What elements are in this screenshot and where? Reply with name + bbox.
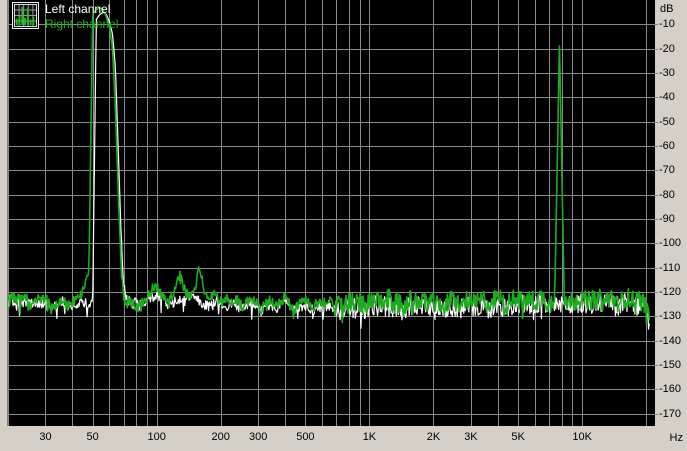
x-tick-label: 500 [296, 431, 315, 443]
x-tick-label: 2K [426, 431, 441, 443]
x-tick-label: 5K [511, 431, 525, 443]
y-tick-mark [655, 49, 658, 50]
x-tick-label: 1K [362, 431, 377, 443]
y-tick-mark [655, 316, 658, 317]
y-tick-mark [655, 414, 658, 415]
spectrum-graph-icon-art [13, 3, 37, 27]
x-tick-label: 50 [86, 431, 99, 443]
y-tick-label: -120 [659, 286, 682, 298]
spectrum-plot[interactable]: Left channel Right channel [8, 0, 655, 426]
y-tick-mark [655, 389, 658, 390]
x-tick-label: 200 [211, 431, 230, 443]
y-tick-label: -50 [659, 116, 675, 128]
y-tick-label: -20 [659, 43, 675, 55]
y-tick-label: -40 [659, 91, 675, 103]
y-tick-mark [655, 219, 658, 220]
y-tick-label: -110 [659, 262, 681, 274]
y-tick-mark [655, 97, 658, 98]
x-tick-label: 30 [39, 431, 52, 443]
y-tick-label: -100 [659, 237, 682, 249]
y-tick-mark [655, 73, 658, 74]
legend-item-right-channel: Right channel [45, 17, 119, 31]
plot-left-bevel [0, 0, 8, 426]
y-tick-mark [655, 24, 658, 25]
x-tick-label: 3K [464, 431, 478, 443]
y-tick-label: -170 [659, 408, 682, 420]
y-tick-label: -80 [659, 189, 675, 201]
x-axis-unit-label: Hz [669, 432, 683, 444]
y-tick-label: -70 [659, 164, 675, 176]
x-axis: Hz 30 50 100 200 300 500 1K 2K 3K 5K 10K [0, 426, 687, 451]
y-tick-mark [655, 243, 658, 244]
x-tick-label: 300 [249, 431, 268, 443]
trace-left-channel [8, 11, 650, 330]
y-tick-mark [655, 341, 658, 342]
y-tick-label: -140 [659, 335, 682, 347]
y-tick-mark [655, 146, 658, 147]
y-tick-mark [655, 122, 658, 123]
y-tick-label: -30 [659, 67, 675, 79]
y-tick-label: -130 [659, 310, 682, 322]
y-tick-label: -60 [659, 140, 675, 152]
y-tick-mark [655, 268, 658, 269]
trace-right-channel [8, 6, 651, 325]
y-axis-unit-label: dB [660, 3, 674, 15]
y-tick-mark [655, 170, 658, 171]
y-tick-label: -150 [659, 359, 682, 371]
y-tick-label: -160 [659, 383, 682, 395]
spectrum-graph-icon[interactable] [12, 2, 39, 29]
spectrum-traces [8, 6, 651, 330]
legend: Left channel Right channel [12, 2, 118, 32]
y-tick-mark [655, 365, 658, 366]
legend-item-left-channel: Left channel [45, 2, 111, 16]
legend-labels: Left channel Right channel [45, 2, 118, 32]
y-axis: dB -10 -20 -30 -40 -50 -60 -70 -80 -90 -100 -110 -1… [655, 0, 687, 426]
y-tick-label: -90 [659, 213, 675, 225]
y-tick-mark [655, 195, 658, 196]
x-tick-label: 100 [147, 431, 166, 443]
y-tick-mark [655, 292, 658, 293]
y-tick-label: -10 [659, 18, 675, 30]
x-tick-label: 10K [572, 431, 592, 443]
plot-gridlines [8, 0, 655, 426]
